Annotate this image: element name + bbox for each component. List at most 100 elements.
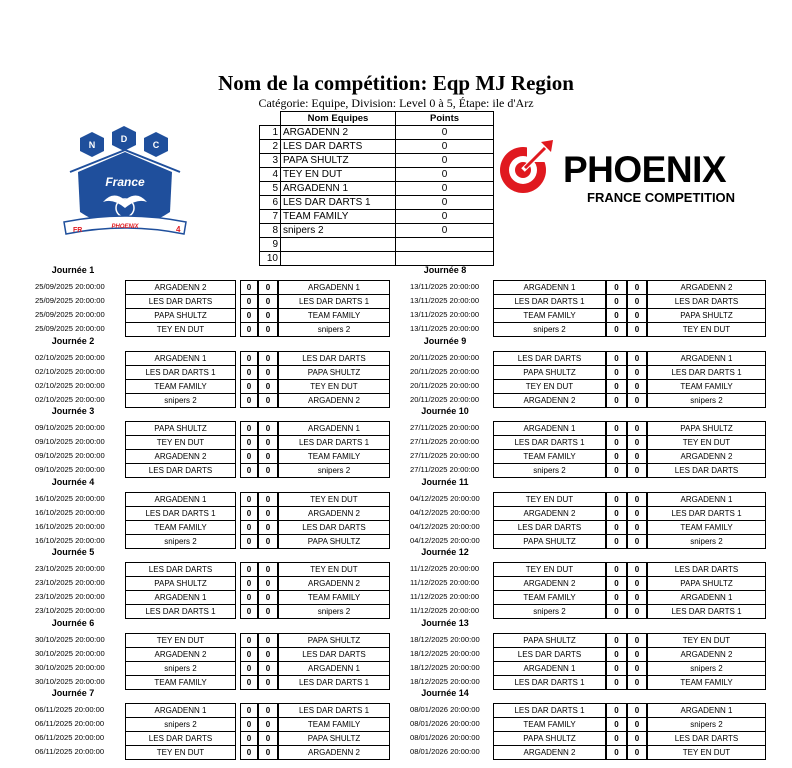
match-date: 04/12/2025 20:00:00 (410, 493, 480, 503)
away-team: ARGADENN 1 (278, 660, 390, 676)
standings-row: 3 PAPA SHULTZ 0 (259, 153, 494, 168)
away-score: 0 (627, 350, 647, 366)
away-team: snipers 2 (647, 392, 766, 408)
home-team: TEY EN DUT (125, 745, 236, 760)
home-team: LES DAR DARTS 1 (125, 364, 236, 380)
home-team: TEAM FAMILY (493, 308, 606, 323)
home-score: 0 (606, 590, 627, 605)
away-team: ARGADENN 2 (278, 576, 390, 591)
home-team: TEY EN DUT (493, 491, 606, 507)
team-points: 0 (395, 167, 494, 182)
home-team: ARGADENN 2 (493, 392, 606, 408)
away-team: ARGADENN 2 (647, 280, 766, 295)
away-score: 0 (258, 703, 278, 718)
round-header: Journée 5 (51, 547, 95, 557)
home-team: PAPA SHULTZ (493, 632, 606, 648)
away-score: 0 (627, 604, 647, 619)
away-team: PAPA SHULTZ (278, 731, 390, 746)
match-date: 06/11/2025 20:00:00 (35, 719, 105, 728)
match-date: 08/01/2026 20:00:00 (410, 705, 480, 714)
away-team: TEY EN DUT (647, 745, 766, 760)
team-rank: 3 (259, 153, 281, 168)
match-date: 27/11/2025 20:00:00 (410, 451, 480, 460)
away-score: 0 (627, 703, 647, 718)
home-team: ARGADENN 1 (493, 660, 606, 676)
match-date: 25/09/2025 20:00:00 (35, 296, 105, 305)
away-score: 0 (258, 590, 278, 605)
team-name: ARGADENN 1 (280, 181, 396, 196)
away-team: LES DAR DARTS (647, 294, 766, 309)
round-header: Journée 10 (421, 406, 469, 416)
away-team: snipers 2 (278, 463, 390, 478)
away-score: 0 (627, 308, 647, 323)
away-score: 0 (258, 308, 278, 323)
match-date: 11/12/2025 20:00:00 (410, 578, 480, 587)
away-team: snipers 2 (278, 604, 390, 619)
away-team: LES DAR DARTS 1 (278, 294, 390, 309)
away-team: LES DAR DARTS 1 (647, 604, 766, 619)
away-team: ARGADENN 2 (278, 505, 390, 521)
home-score: 0 (606, 604, 627, 619)
home-team: PAPA SHULTZ (125, 421, 236, 436)
home-score: 0 (606, 378, 627, 394)
away-team: LES DAR DARTS 1 (278, 435, 390, 450)
team-rank: 10 (259, 251, 281, 266)
away-score: 0 (258, 660, 278, 676)
away-score: 0 (258, 392, 278, 408)
team-points (395, 237, 494, 252)
away-team: snipers 2 (647, 717, 766, 732)
home-team: snipers 2 (493, 604, 606, 619)
home-team: ARGADENN 2 (493, 576, 606, 591)
away-score: 0 (627, 674, 647, 690)
round-header: Journée 12 (421, 547, 469, 557)
home-score: 0 (606, 533, 627, 549)
away-score: 0 (258, 674, 278, 690)
match-date: 04/12/2025 20:00:00 (410, 507, 480, 517)
away-team: PAPA SHULTZ (647, 308, 766, 323)
home-score: 0 (606, 322, 627, 337)
home-team: PAPA SHULTZ (125, 308, 236, 323)
away-team: ARGADENN 1 (278, 280, 390, 295)
home-team: ARGADENN 1 (125, 350, 236, 366)
away-score: 0 (627, 632, 647, 648)
home-score: 0 (606, 576, 627, 591)
away-score: 0 (627, 505, 647, 521)
home-score: 0 (240, 632, 258, 648)
home-score: 0 (606, 646, 627, 662)
match-date: 02/10/2025 20:00:00 (35, 352, 105, 362)
match-date: 13/11/2025 20:00:00 (410, 282, 480, 291)
away-score: 0 (627, 463, 647, 478)
away-team: PAPA SHULTZ (278, 364, 390, 380)
match-date: 09/10/2025 20:00:00 (35, 437, 105, 446)
match-date: 13/11/2025 20:00:00 (410, 324, 480, 333)
team-rank: 4 (259, 167, 281, 182)
round-header: Journée 11 (421, 476, 469, 487)
home-score: 0 (606, 449, 627, 464)
away-score: 0 (258, 519, 278, 535)
team-name: LES DAR DARTS (280, 139, 396, 154)
home-score: 0 (240, 491, 258, 507)
home-team: TEAM FAMILY (493, 717, 606, 732)
home-score: 0 (606, 745, 627, 760)
svg-text:N: N (89, 140, 96, 150)
round-header: Journée 4 (51, 476, 95, 487)
away-team: PAPA SHULTZ (647, 421, 766, 436)
home-score: 0 (240, 280, 258, 295)
home-team: PAPA SHULTZ (493, 731, 606, 746)
standings-row: 7 TEAM FAMILY 0 (259, 209, 494, 224)
match-date: 25/09/2025 20:00:00 (35, 324, 105, 333)
away-team: TEAM FAMILY (647, 674, 766, 690)
home-team: LES DAR DARTS (125, 562, 236, 577)
home-score: 0 (240, 322, 258, 337)
match-date: 02/10/2025 20:00:00 (35, 366, 105, 376)
match-date: 08/01/2026 20:00:00 (410, 733, 480, 742)
team-name: ARGADENN 2 (280, 125, 396, 140)
home-team: TEAM FAMILY (125, 378, 236, 394)
team-name (280, 237, 396, 252)
away-score: 0 (258, 717, 278, 732)
match-date: 20/11/2025 20:00:00 (410, 394, 480, 404)
away-team: PAPA SHULTZ (647, 576, 766, 591)
home-team: LES DAR DARTS 1 (493, 435, 606, 450)
match-date: 30/10/2025 20:00:00 (35, 662, 105, 672)
